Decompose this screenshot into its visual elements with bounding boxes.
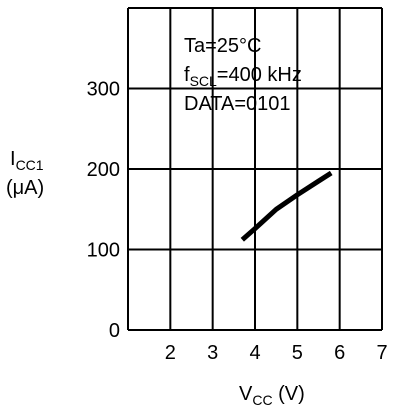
y-tick-label-300: 300: [87, 79, 120, 101]
x-axis-label: VCC (V): [239, 383, 305, 408]
plot-frame: [127, 7, 383, 331]
series-layer: [240, 170, 333, 242]
x-tick-label-5: 5: [292, 342, 303, 364]
annotation-frequency: fSCL=400 kHz: [184, 64, 302, 89]
series-line-0: [240, 170, 333, 242]
annotation-data: DATA=0101: [184, 93, 291, 115]
x-tick-label-4: 4: [249, 342, 260, 364]
y-axis-label: ICC1: [10, 148, 44, 173]
x-tick-label-6: 6: [334, 342, 345, 364]
annotation-temperature: Ta=25°C: [184, 35, 262, 57]
x-tick-label-3: 3: [207, 342, 218, 364]
y-tick-label-200: 200: [87, 159, 120, 181]
y-tick-label-100: 100: [87, 240, 120, 262]
y-axis-unit: (μA): [6, 177, 44, 199]
x-tick-label-7: 7: [376, 342, 387, 364]
y-tick-label-0: 0: [109, 320, 120, 342]
grid: [128, 8, 382, 330]
y-tick-labels: 0 100 200 300: [87, 79, 120, 343]
x-tick-labels: 2 3 4 5 6 7: [165, 342, 388, 364]
x-tick-label-2: 2: [165, 342, 176, 364]
